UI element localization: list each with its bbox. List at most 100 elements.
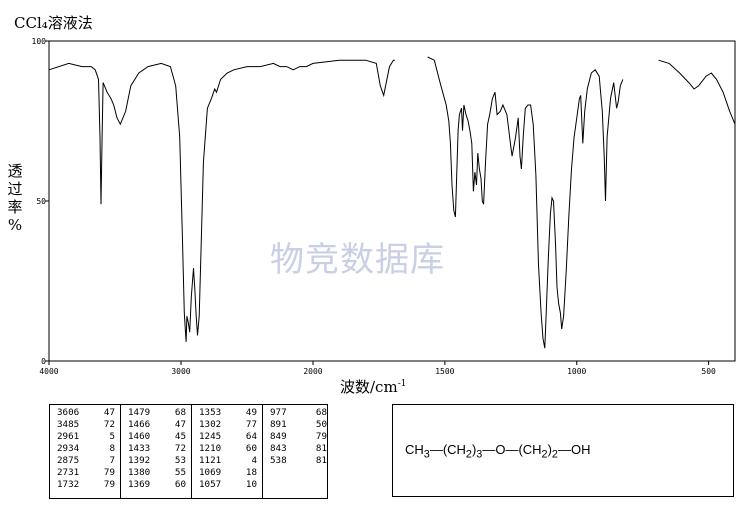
peak-transmittance: 68 bbox=[315, 407, 327, 418]
peak-transmittance: 79 bbox=[103, 479, 115, 490]
peak-row: 1121 4 bbox=[199, 455, 262, 467]
peak-row: 1380 55 bbox=[128, 467, 191, 479]
peak-transmittance: 49 bbox=[245, 407, 257, 418]
peak-transmittance: 8 bbox=[109, 443, 115, 454]
peak-wavenumber: 977 bbox=[270, 407, 287, 418]
peak-wavenumber: 3485 bbox=[57, 419, 80, 430]
formula-subscript: 2 bbox=[465, 448, 472, 461]
peak-row: 1057 10 bbox=[199, 479, 262, 491]
formula-part: ) bbox=[471, 442, 477, 457]
peak-wavenumber: 1433 bbox=[128, 443, 151, 454]
y-axis-label-char: 过 bbox=[7, 180, 23, 198]
peak-row: 1369 60 bbox=[128, 479, 191, 491]
plot-frame bbox=[48, 40, 736, 362]
peak-row: 1069 18 bbox=[199, 467, 262, 479]
peak-wavenumber: 2934 bbox=[57, 443, 80, 454]
formula-part: —(CH bbox=[429, 442, 466, 457]
peak-row: 1353 49 bbox=[199, 407, 262, 419]
peak-wavenumber: 1466 bbox=[128, 419, 151, 430]
y-axis-label-char: % bbox=[7, 216, 23, 234]
peak-transmittance: 60 bbox=[245, 443, 257, 454]
peak-wavenumber: 1353 bbox=[199, 407, 222, 418]
peak-row: 1210 60 bbox=[199, 443, 262, 455]
peak-row: 1302 77 bbox=[199, 419, 262, 431]
peak-transmittance: 45 bbox=[174, 431, 186, 442]
peak-row: 1466 47 bbox=[128, 419, 191, 431]
formula-part: —O—(CH bbox=[482, 442, 542, 457]
x-tick-label: 500 bbox=[701, 367, 716, 376]
peak-wavenumber: 1369 bbox=[128, 479, 151, 490]
peak-row: 3606 47 bbox=[57, 407, 120, 419]
peak-table-column: 3606 47 3485 72 2961 5 2934 8 2875 7 2731 79 1732 79 bbox=[50, 405, 121, 498]
peak-transmittance: 47 bbox=[103, 407, 115, 418]
watermark: 物竞数据库 bbox=[270, 240, 445, 280]
x-tick-label: 4000 bbox=[39, 367, 58, 376]
peak-wavenumber: 1392 bbox=[128, 455, 151, 466]
peak-wavenumber: 2731 bbox=[57, 467, 80, 478]
x-axis-label-text: 波数/cm bbox=[340, 378, 398, 396]
peak-transmittance: 72 bbox=[103, 419, 115, 430]
structural-formula: CH3—(CH2)3—O—(CH2)2—OH bbox=[405, 442, 590, 461]
formula-part: CH bbox=[405, 442, 424, 457]
peak-row: 891 50 bbox=[270, 419, 327, 431]
peak-wavenumber: 2875 bbox=[57, 455, 80, 466]
peak-row: 1460 45 bbox=[128, 431, 191, 443]
peak-transmittance: 77 bbox=[245, 419, 257, 430]
x-tick-label: 3000 bbox=[171, 367, 190, 376]
peak-transmittance: 4 bbox=[251, 455, 257, 466]
x-axis-label: 波数/cm-1 bbox=[340, 376, 406, 397]
y-tick-label: 100 bbox=[32, 37, 47, 46]
peak-wavenumber: 1069 bbox=[199, 467, 222, 478]
formula-subscript: 2 bbox=[541, 448, 548, 461]
peak-row: 1732 79 bbox=[57, 479, 120, 491]
peak-wavenumber: 1302 bbox=[199, 419, 222, 430]
peak-row: 3485 72 bbox=[57, 419, 120, 431]
tick-layer bbox=[45, 40, 710, 365]
peak-row: 1245 64 bbox=[199, 431, 262, 443]
peak-table-column: 1353 49 1302 77 1245 64 1210 60 1121 4 1069 18 1057 1… bbox=[192, 405, 263, 498]
formula-part: ) bbox=[547, 442, 552, 457]
y-tick-label: 50 bbox=[36, 197, 46, 206]
x-tick-label: 1500 bbox=[435, 367, 454, 376]
peak-wavenumber: 891 bbox=[270, 419, 287, 430]
peak-row: 1392 53 bbox=[128, 455, 191, 467]
peak-row: 1479 68 bbox=[128, 407, 191, 419]
peak-wavenumber: 1479 bbox=[128, 407, 151, 418]
peak-wavenumber: 849 bbox=[270, 431, 287, 442]
peak-transmittance: 50 bbox=[315, 419, 327, 430]
peak-row: 2961 5 bbox=[57, 431, 120, 443]
peak-transmittance: 64 bbox=[245, 431, 257, 442]
peak-wavenumber: 538 bbox=[270, 455, 287, 466]
solvent-label: CCl₄溶液法 bbox=[14, 14, 93, 32]
peak-transmittance: 7 bbox=[109, 455, 115, 466]
peak-wavenumber: 3606 bbox=[57, 407, 80, 418]
spectrum-line bbox=[48, 56, 736, 349]
peak-table-column: 977 68 891 50 849 79 843 81 538 81 bbox=[263, 405, 327, 498]
peak-transmittance: 10 bbox=[245, 479, 257, 490]
structure-box: CH3—(CH2)3—O—(CH2)2—OH bbox=[392, 404, 734, 497]
peak-row: 538 81 bbox=[270, 455, 327, 467]
peak-transmittance: 47 bbox=[174, 419, 186, 430]
peak-wavenumber: 1121 bbox=[199, 455, 222, 466]
formula-subscript: 3 bbox=[476, 448, 483, 461]
peak-row: 2731 79 bbox=[57, 467, 120, 479]
peak-row: 843 81 bbox=[270, 443, 327, 455]
y-axis-label-char: 率 bbox=[7, 198, 23, 216]
peak-wavenumber: 1380 bbox=[128, 467, 151, 478]
peak-transmittance: 55 bbox=[174, 467, 186, 478]
peak-transmittance: 81 bbox=[315, 443, 327, 454]
x-axis-label-exponent: -1 bbox=[397, 379, 407, 389]
peak-transmittance: 72 bbox=[174, 443, 186, 454]
peak-wavenumber: 843 bbox=[270, 443, 287, 454]
formula-subscript: 3 bbox=[423, 448, 430, 461]
peak-wavenumber: 1057 bbox=[199, 479, 222, 490]
peak-wavenumber: 1460 bbox=[128, 431, 151, 442]
peak-transmittance: 79 bbox=[315, 431, 327, 442]
y-axis-label: 透 过 率 % bbox=[4, 162, 26, 234]
x-tick-label: 1000 bbox=[567, 367, 586, 376]
peak-table-column: 1479 68 1466 47 1460 45 1433 72 1392 53 1380 55 1369… bbox=[121, 405, 192, 498]
peak-transmittance: 5 bbox=[109, 431, 115, 442]
peak-row: 849 79 bbox=[270, 431, 327, 443]
